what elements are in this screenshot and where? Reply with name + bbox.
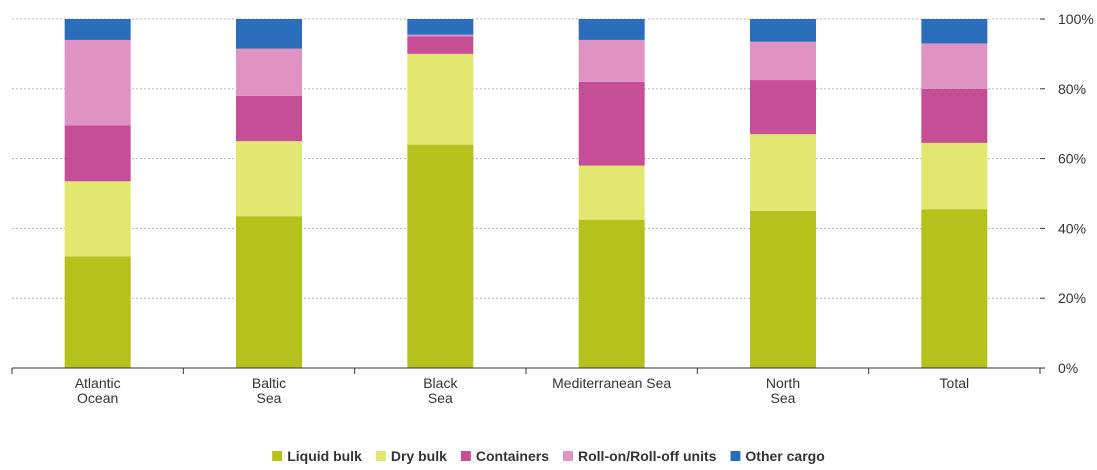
legend-label: Containers <box>476 448 549 464</box>
bar-segment <box>578 165 645 220</box>
bar-segment <box>236 19 302 49</box>
y-tick-label: 60% <box>1058 151 1086 167</box>
bar-segment <box>64 19 131 40</box>
bar-segment <box>64 181 131 257</box>
bar-segment <box>750 19 816 42</box>
legend-swatch <box>272 451 283 461</box>
x-category-label: Black Sea <box>423 375 458 406</box>
y-tick-label: 80% <box>1058 81 1086 97</box>
legend-swatch <box>730 451 741 461</box>
bar-segment <box>750 210 816 368</box>
bar-segment <box>64 256 131 368</box>
x-axis <box>11 367 1041 374</box>
bar-segment <box>921 43 988 89</box>
legend-swatch <box>563 451 574 461</box>
bar-segment <box>921 142 988 210</box>
bar-segment <box>236 95 302 142</box>
bar-segment <box>578 81 645 166</box>
legend-label: Other cargo <box>745 448 824 464</box>
bars <box>64 19 988 368</box>
bar-segment <box>407 36 474 54</box>
legend-label: Liquid bulk <box>287 448 362 464</box>
bar-segment <box>407 19 474 35</box>
legend-label: Dry bulk <box>391 448 447 464</box>
bar-segment <box>578 219 645 368</box>
bar-segment <box>236 48 302 96</box>
category-labels: Atlantic Ocean Baltic Sea Black Sea Mediterran… <box>75 375 969 406</box>
bar-segment <box>750 80 816 135</box>
bar-segment <box>578 39 645 82</box>
bar-segment <box>407 53 474 145</box>
legend-label: Roll-on/Roll-off units <box>578 448 717 464</box>
bar-segment <box>750 41 816 81</box>
y-tick-label: 20% <box>1058 290 1086 306</box>
y-tick-label: 40% <box>1058 220 1086 236</box>
bar-segment <box>407 144 474 368</box>
x-category-label: Atlantic Ocean <box>75 375 121 406</box>
bar-segment <box>64 39 131 126</box>
legend-swatch <box>460 451 471 461</box>
bar-segment <box>921 88 988 143</box>
gridlines <box>12 18 1040 299</box>
y-tick-label: 0% <box>1058 360 1078 376</box>
legend-swatch <box>375 451 386 461</box>
bar-segment <box>921 19 988 44</box>
bar-segment <box>407 34 474 37</box>
bar-segment <box>578 19 645 40</box>
x-category-label: North Sea <box>766 375 800 406</box>
legend: Liquid bulk Dry bulk Containers Roll-on/Rol… <box>272 448 825 464</box>
bar-segment <box>236 216 302 368</box>
x-category-label: Total <box>940 375 970 391</box>
bar-segment <box>750 134 816 211</box>
x-category-label: Mediterranean Sea <box>552 375 671 391</box>
bar-segment <box>64 125 131 182</box>
x-category-label: Baltic Sea <box>252 375 286 406</box>
y-axis-ticks: 0% 20% 40% 60% 80% 100% <box>1040 11 1094 376</box>
bar-segment <box>236 141 302 217</box>
y-tick-label: 100% <box>1058 11 1094 27</box>
bar-segment <box>921 209 988 368</box>
